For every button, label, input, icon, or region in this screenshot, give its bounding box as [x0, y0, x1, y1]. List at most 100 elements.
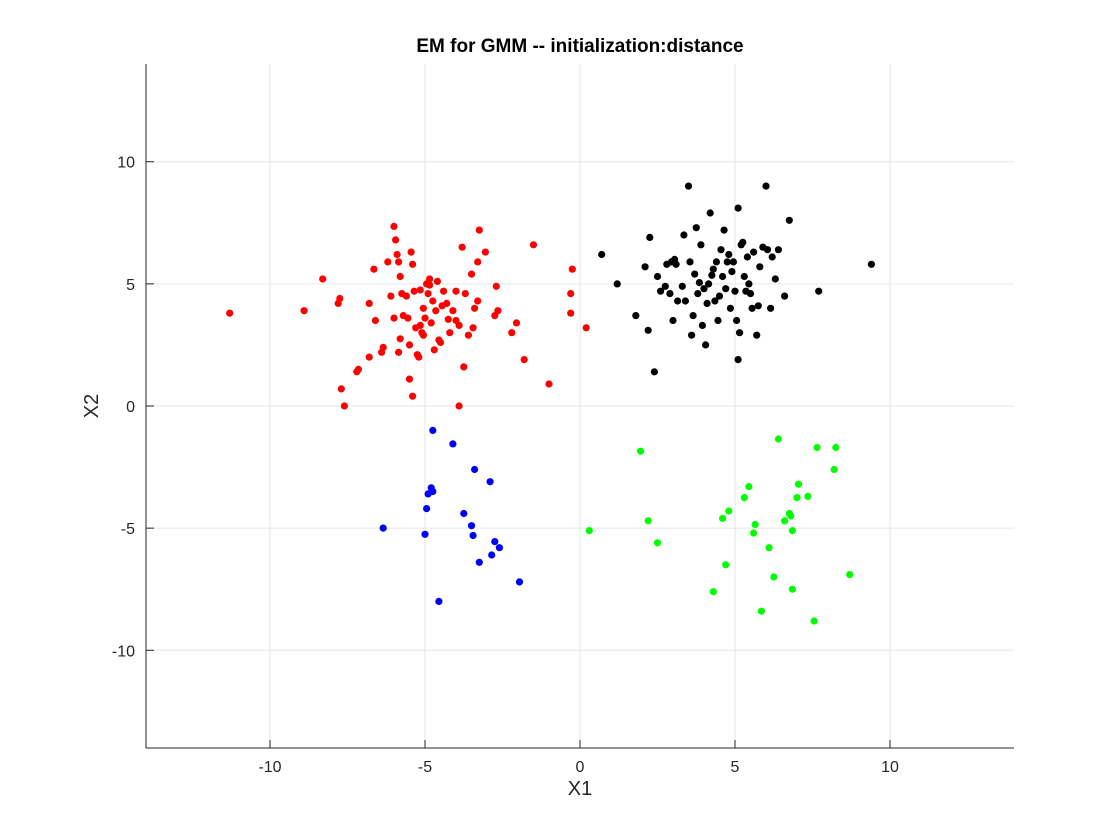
data-point: [452, 316, 460, 325]
data-point: [474, 297, 482, 305]
data-point: [340, 402, 348, 410]
data-point: [700, 285, 708, 293]
y-tick-label: 0: [126, 399, 135, 416]
data-point: [657, 287, 665, 295]
data-point: [494, 307, 502, 315]
data-point: [706, 209, 714, 217]
data-point: [734, 356, 742, 364]
grid-lines: [146, 64, 1014, 748]
data-point: [458, 243, 466, 251]
data-point: [370, 265, 378, 273]
data-point: [452, 287, 460, 295]
data-point: [692, 224, 700, 232]
data-point: [365, 353, 373, 361]
data-point: [491, 538, 499, 546]
data-point: [810, 617, 818, 625]
data-point: [753, 331, 761, 339]
data-point: [508, 329, 516, 337]
data-point: [750, 529, 758, 537]
data-point: [781, 517, 789, 525]
data-point: [512, 319, 521, 327]
data-point: [751, 520, 759, 529]
data-point: [669, 316, 677, 325]
data-point: [354, 365, 362, 373]
data-point: [745, 280, 753, 288]
data-point: [688, 331, 696, 339]
x-tick-label: 0: [576, 759, 585, 776]
data-point: [568, 265, 576, 273]
data-point: [455, 402, 463, 410]
data-point: [678, 282, 686, 290]
data-point: [697, 241, 705, 249]
data-point: [495, 544, 503, 552]
data-point: [390, 222, 398, 230]
data-point: [774, 246, 783, 254]
data-point: [767, 304, 775, 312]
data-point: [402, 292, 410, 300]
y-tick-label: 5: [126, 277, 135, 294]
data-point: [743, 253, 752, 261]
data-point: [788, 527, 797, 535]
data-point: [460, 363, 468, 371]
data-point: [681, 297, 690, 305]
data-point: [410, 287, 418, 295]
data-point: [680, 231, 688, 239]
data-point: [379, 343, 387, 351]
data-point: [433, 277, 441, 285]
series-1: [598, 182, 876, 376]
data-point: [429, 297, 437, 305]
data-point: [725, 250, 733, 259]
data-point: [725, 507, 733, 515]
data-point: [719, 272, 727, 281]
data-point: [787, 512, 795, 520]
data-point: [545, 380, 553, 388]
data-point: [419, 331, 427, 339]
data-point: [768, 253, 776, 261]
data-point: [736, 329, 744, 337]
data-points: [226, 182, 876, 625]
data-point: [467, 522, 476, 530]
data-point: [396, 272, 404, 281]
data-point: [733, 316, 741, 325]
data-point: [469, 324, 477, 332]
data-point: [708, 271, 716, 279]
data-point: [405, 341, 414, 349]
data-point: [684, 182, 693, 190]
data-point: [771, 275, 779, 283]
data-point: [407, 248, 415, 256]
data-point: [488, 551, 496, 559]
data-point: [415, 353, 423, 361]
data-point: [471, 465, 479, 474]
data-point: [711, 297, 719, 305]
x-tick-label: 5: [731, 759, 740, 776]
data-point: [444, 315, 452, 323]
data-point: [689, 312, 697, 320]
data-point: [723, 258, 731, 266]
data-point: [416, 286, 424, 294]
data-point: [460, 509, 468, 518]
data-point: [641, 263, 649, 271]
data-point: [421, 314, 429, 322]
data-point: [423, 505, 431, 513]
data-point: [671, 255, 679, 263]
data-point: [770, 573, 778, 581]
data-point: [613, 280, 621, 288]
data-point: [438, 302, 446, 310]
data-point: [467, 270, 476, 278]
data-point: [392, 236, 400, 244]
data-point: [717, 246, 725, 254]
data-point: [740, 272, 748, 281]
data-point: [703, 299, 711, 307]
data-point: [722, 285, 730, 293]
data-point: [729, 258, 738, 266]
data-point: [404, 314, 412, 322]
data-point: [646, 233, 654, 241]
data-point: [371, 316, 379, 325]
data-point: [446, 329, 454, 337]
data-point: [461, 290, 469, 298]
data-point: [709, 588, 717, 596]
data-point: [395, 348, 403, 356]
data-point: [387, 292, 395, 300]
data-point: [653, 272, 662, 281]
